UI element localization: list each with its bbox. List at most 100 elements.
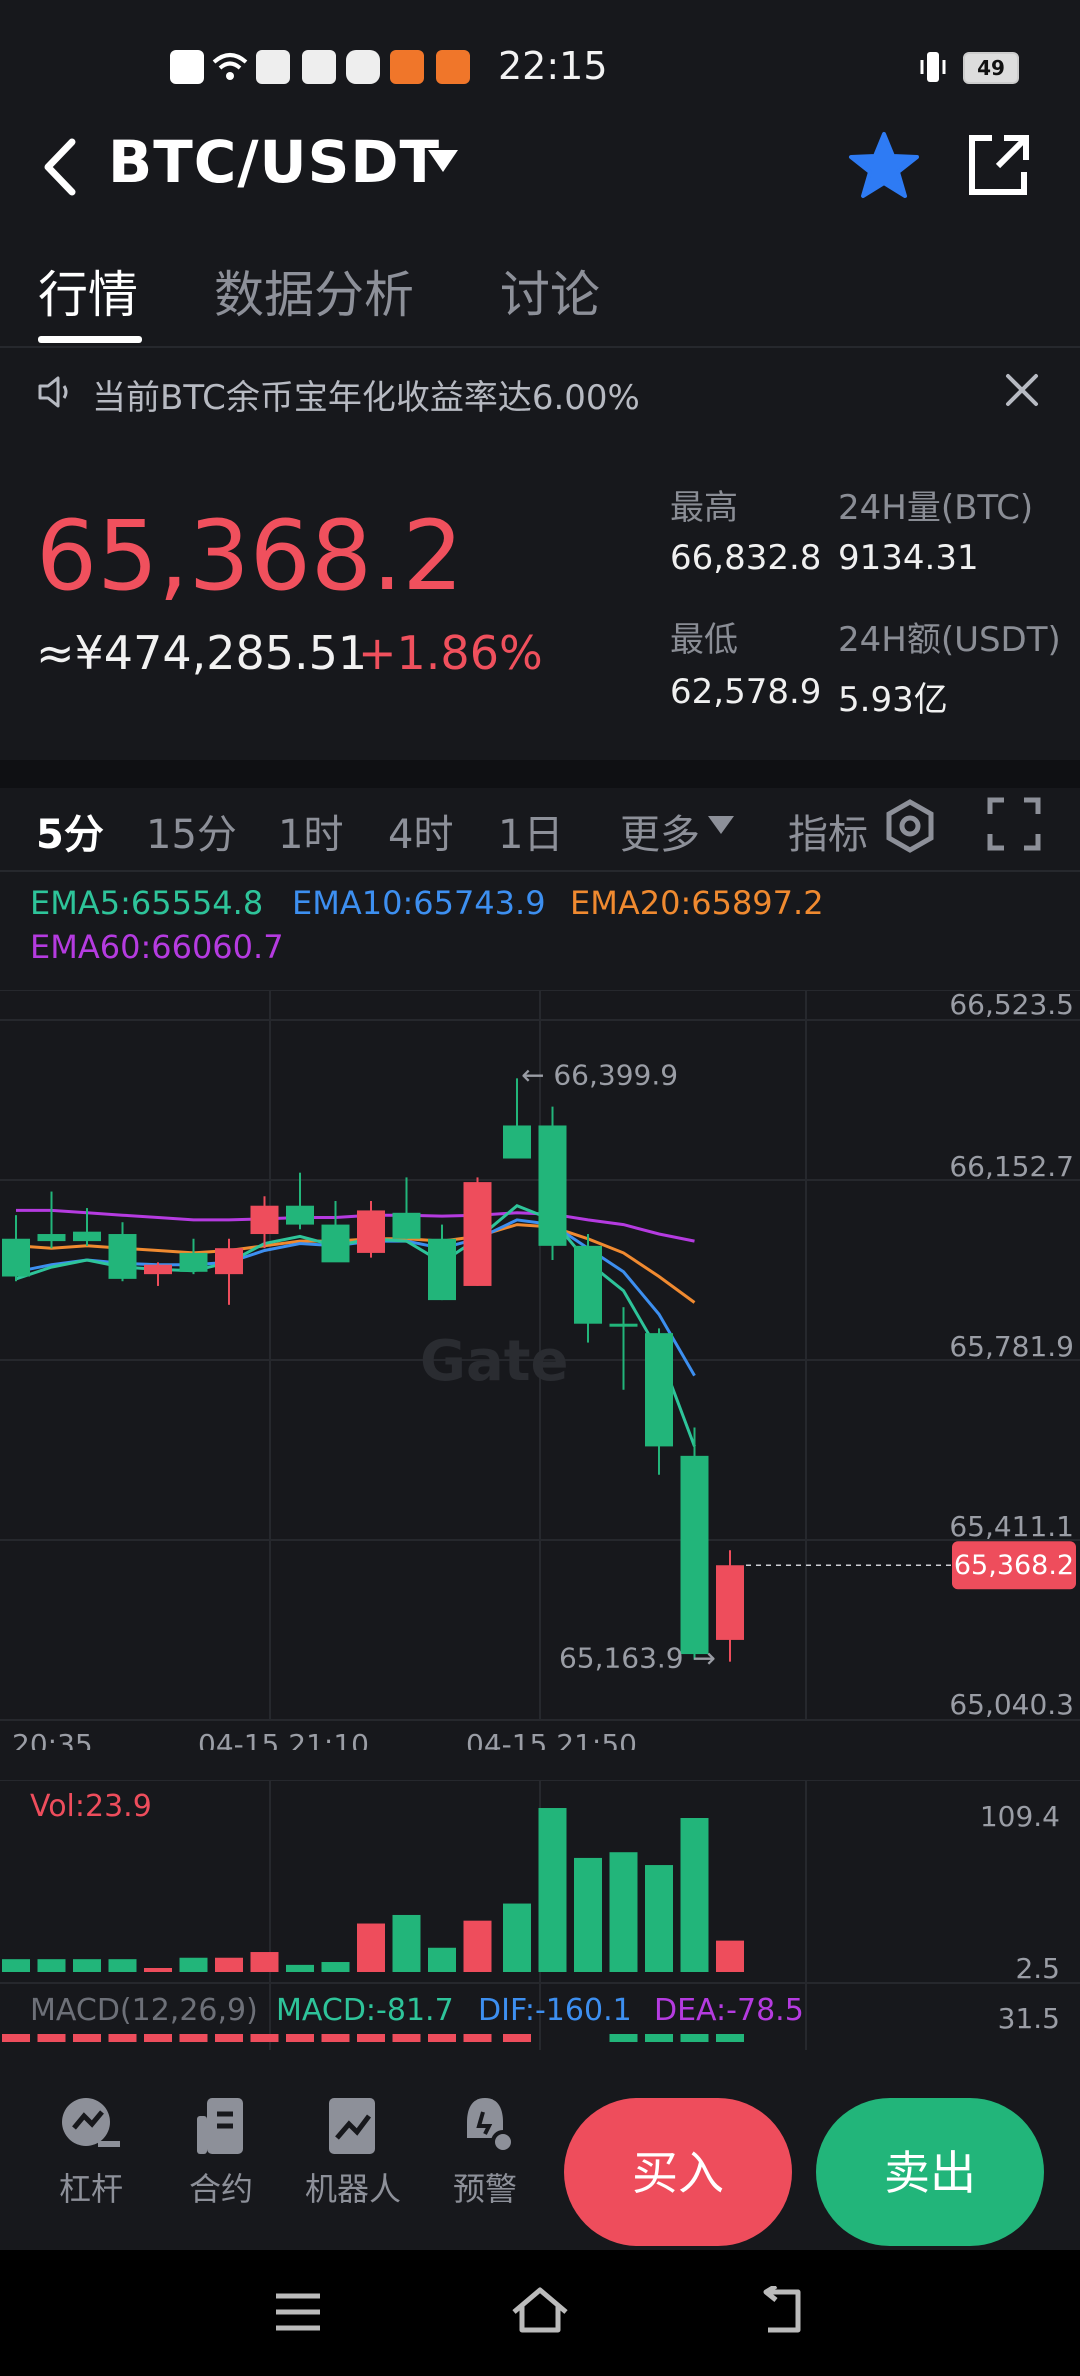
divider: [0, 346, 1080, 348]
macd-bar: [463, 2034, 492, 2042]
macd-bar: [215, 2034, 243, 2042]
volume-bar: [680, 1817, 709, 1972]
y-tick-label: 65,040.3: [949, 1688, 1074, 1721]
home-icon[interactable]: [508, 2284, 572, 2336]
macd-bar: [609, 2034, 638, 2042]
buy-button[interactable]: 买入: [564, 2098, 792, 2246]
alert-tool[interactable]: 预警: [430, 2094, 540, 2210]
volume-bar: [108, 1959, 137, 1972]
macd-bar: [286, 2034, 314, 2042]
system-nav-bar: [0, 2250, 1080, 2376]
bot-tool[interactable]: 机器人: [298, 2094, 408, 2210]
volume-bar: [144, 1968, 172, 1972]
back-button[interactable]: [34, 132, 94, 202]
candle-body: [392, 1212, 421, 1239]
macd-bar: [144, 2034, 172, 2042]
macd-bar: [645, 2034, 673, 2042]
watermark: Gate: [420, 1329, 569, 1394]
candle-body: [645, 1333, 673, 1447]
volume-bar: [321, 1962, 350, 1972]
volume-bar: [538, 1808, 567, 1972]
volume-bar: [179, 1957, 208, 1972]
candle-body: [179, 1252, 208, 1272]
indicator-button[interactable]: 指标: [788, 812, 868, 858]
macd-label: MACD(12,26,9): [30, 1993, 258, 2028]
candle-body: [37, 1234, 66, 1242]
low-value: 62,578.9: [670, 672, 822, 712]
speaker-icon: [36, 372, 76, 412]
fullscreen-icon[interactable]: [986, 796, 1042, 852]
low-marker: 65,163.9 →: [559, 1642, 716, 1675]
macd-bar: [2, 2034, 30, 2042]
wifi-icon: [212, 52, 248, 86]
ema10-label: EMA10:65743.9: [292, 884, 546, 922]
macd-bar: [716, 2034, 744, 2042]
candle-body: [321, 1224, 350, 1263]
candle-body: [2, 1238, 30, 1277]
pair-selector[interactable]: BTC/USDT: [108, 128, 441, 196]
notice-text[interactable]: 当前BTC余币宝年化收益率达6.00%: [92, 378, 640, 418]
battery-icon: 49: [963, 52, 1019, 84]
interval-15m[interactable]: 15分: [146, 812, 237, 858]
vol-label: 24H量(BTC): [838, 488, 1034, 528]
x-tick-label: 20:35: [12, 1728, 93, 1750]
amount-value: 5.93亿: [838, 680, 948, 720]
current-price-text: 65,368.2: [954, 1550, 1074, 1581]
tab-data-analysis[interactable]: 数据分析: [214, 266, 414, 324]
x-tick-label: 04-15 21:10: [198, 1728, 369, 1750]
macd-bar: [503, 2034, 531, 2042]
bot-label: 机器人: [304, 2170, 401, 2208]
macd-tick: 31.5: [998, 2002, 1060, 2035]
book-icon: [256, 50, 290, 84]
status-bar: 22:15 49: [0, 0, 1080, 130]
divider: [0, 870, 1080, 872]
volume-min-tick: 2.5: [1015, 1952, 1060, 1985]
last-price: 65,368.2: [36, 500, 464, 612]
ema5-label: EMA5:65554.8: [30, 884, 264, 922]
volume-chart[interactable]: Vol:23.9 109.4 2.5 MACD(12,26,9) MACD:-81.7 D…: [0, 1780, 1080, 2050]
candle-body: [73, 1231, 101, 1242]
candle-body: [574, 1245, 602, 1324]
chevron-down-icon[interactable]: [708, 816, 734, 834]
share-icon[interactable]: [962, 130, 1034, 202]
menu-icon[interactable]: [272, 2290, 324, 2334]
candle-body: [680, 1455, 709, 1655]
notification-icon: [170, 50, 204, 84]
candlestick-chart[interactable]: Gate 66,523.5 66,152.7 65,781.9 65,411.1 65,…: [0, 990, 1080, 1750]
y-tick-label: 66,152.7: [949, 1150, 1074, 1183]
sell-button[interactable]: 卖出: [816, 2098, 1044, 2246]
macd-bar: [680, 2034, 709, 2042]
amount-label: 24H额(USDT): [838, 620, 1061, 660]
tab-discussion[interactable]: 讨论: [500, 266, 600, 324]
price-change: +1.86%: [358, 626, 543, 680]
y-tick-label: 66,523.5: [949, 990, 1074, 1021]
more-intervals-button[interactable]: 更多: [620, 812, 700, 858]
chevron-down-icon[interactable]: [428, 150, 458, 172]
ema60-label: EMA60:66060.7: [30, 928, 284, 966]
leverage-icon: [62, 2098, 120, 2147]
volume-bar: [392, 1914, 421, 1972]
back-nav-icon[interactable]: [752, 2286, 808, 2336]
leverage-tool[interactable]: 杠杆: [36, 2094, 146, 2210]
volume-bar: [609, 1852, 638, 1972]
interval-1h[interactable]: 1时: [278, 812, 344, 858]
favorite-star-icon[interactable]: [846, 128, 922, 204]
close-icon[interactable]: [1000, 368, 1044, 412]
dea-value: DEA:-78.5: [654, 1993, 804, 2028]
contract-label: 合约: [188, 2170, 253, 2208]
settings-hex-icon[interactable]: [880, 796, 940, 856]
contract-tool[interactable]: 合约: [166, 2094, 276, 2210]
interval-5m[interactable]: 5分: [36, 812, 104, 858]
candle-body: [538, 1125, 567, 1246]
volume-bar: [2, 1959, 30, 1972]
tab-market[interactable]: 行情: [38, 266, 138, 324]
volume-bar: [463, 1920, 492, 1972]
candle-body: [428, 1238, 456, 1301]
volume-bar: [73, 1959, 101, 1972]
interval-1d[interactable]: 1日: [498, 812, 564, 858]
low-label: 最低: [670, 620, 738, 660]
interval-4h[interactable]: 4时: [388, 812, 454, 858]
volume-bar: [645, 1865, 673, 1972]
candle-body: [144, 1264, 172, 1275]
macd-value: MACD:-81.7: [276, 1993, 454, 2028]
